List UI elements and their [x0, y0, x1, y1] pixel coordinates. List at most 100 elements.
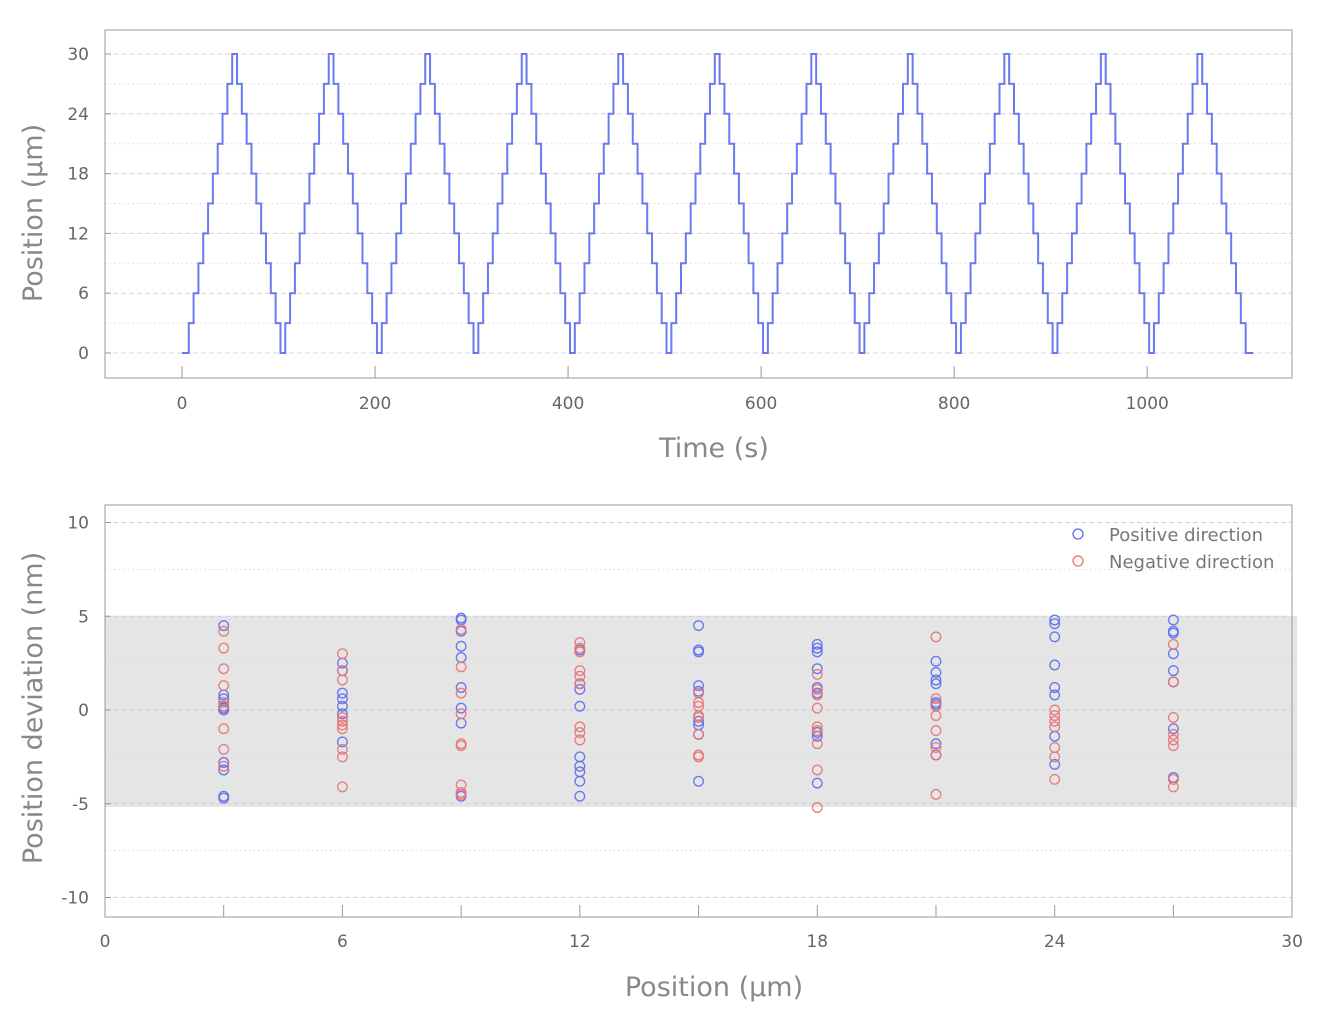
positive-direction-point — [1049, 618, 1061, 630]
negative-direction-point — [930, 693, 942, 705]
positive-direction-point — [693, 775, 705, 787]
positive-direction-point — [218, 764, 230, 776]
y-tick-label: 18 — [67, 165, 89, 185]
negative-direction-point — [1167, 728, 1179, 740]
positive-direction-point — [1049, 659, 1061, 671]
negative-direction-point — [811, 683, 823, 695]
positive-direction-point — [930, 667, 942, 678]
negative-direction-point — [693, 712, 705, 723]
y-tick-label: 10 — [67, 514, 89, 534]
negative-direction-point — [1167, 773, 1179, 785]
positive-direction-point — [693, 646, 705, 658]
negative-direction-point — [1167, 676, 1179, 688]
negative-direction-point — [455, 788, 467, 800]
negative-direction-point — [336, 712, 348, 723]
x-tick-label: 200 — [359, 394, 391, 414]
negative-direction-point — [574, 646, 586, 658]
positive-direction-point — [693, 620, 705, 632]
negative-direction-point — [1167, 712, 1179, 723]
positive-direction-point — [336, 736, 348, 748]
positive-direction-point — [1049, 682, 1061, 693]
time-position-chart: 0 6 12 18 24 30 0 200 400 600 800 1000 Time (s) Pos… — [18, 29, 1293, 464]
negative-direction-point — [218, 723, 230, 735]
plot-frame — [104, 29, 1293, 379]
position-series-line — [182, 52, 1254, 354]
negative-direction-point — [336, 715, 348, 727]
x-tick-label: 400 — [552, 394, 584, 414]
x-axis-label: Position (µm) — [625, 972, 803, 1003]
y-tick-label: -5 — [72, 795, 89, 815]
negative-direction-point — [574, 734, 586, 746]
negative-direction-point — [1049, 773, 1061, 785]
y-tick-label: 30 — [67, 45, 89, 65]
negative-direction-point — [574, 642, 586, 654]
x-tick-label: 24 — [1044, 932, 1066, 952]
legend: Positive direction Negative direction — [1072, 525, 1274, 573]
positive-direction-point — [693, 715, 705, 727]
positive-direction-point — [1167, 665, 1179, 677]
x-tick-label: 18 — [806, 932, 828, 952]
negative-direction-point — [218, 700, 230, 712]
positive-direction-point — [336, 687, 348, 699]
positive-direction-point — [1049, 689, 1061, 701]
negative-direction-point — [930, 788, 942, 800]
positive-direction-point — [218, 704, 230, 716]
positive-direction-point — [218, 757, 230, 768]
positive-direction-point — [574, 775, 586, 787]
negative-direction-point — [811, 725, 823, 737]
positive-direction-point — [811, 638, 823, 650]
negative-direction-point — [1167, 740, 1179, 752]
y-axis-label: Position (µm) — [18, 124, 49, 302]
positive-direction-point — [693, 680, 705, 692]
negative-direction-point — [811, 702, 823, 714]
negative-direction-point — [1049, 715, 1061, 727]
deviation-scatter-chart: 10 5 0 -5 -10 0 6 12 18 24 30 Positive direction N… — [18, 504, 1303, 1003]
positive-direction-point — [1049, 758, 1061, 770]
negative-direction-point — [811, 689, 823, 701]
positive-direction-point — [455, 640, 467, 652]
negative-direction-point — [1167, 734, 1179, 746]
negative-direction-point — [455, 740, 467, 752]
positive-direction-point — [930, 655, 942, 667]
negative-direction-point — [218, 680, 230, 692]
negative-direction-point — [693, 751, 705, 763]
negative-direction-point — [693, 728, 705, 740]
negative-direction-point — [336, 719, 348, 731]
negative-direction-point — [218, 743, 230, 755]
y-tick-label: 0 — [78, 344, 89, 364]
legend-label-positive: Positive direction — [1109, 525, 1263, 546]
negative-direction-point — [336, 723, 348, 735]
positive-direction-point — [811, 663, 823, 675]
negative-direction-point — [455, 708, 467, 720]
positive-direction-point — [930, 738, 942, 750]
negative-direction-point — [455, 687, 467, 699]
negative-direction-point — [336, 674, 348, 686]
positive-direction-point — [1049, 631, 1061, 643]
negative-direction-point — [218, 663, 230, 675]
negative-direction-point — [930, 631, 942, 643]
negative-direction-point — [930, 749, 942, 761]
positive-direction-point — [574, 790, 586, 802]
negative-direction-point — [574, 678, 586, 690]
negative-direction-point — [1049, 721, 1061, 733]
x-tick-label: 0 — [177, 394, 188, 414]
negative-direction-point — [693, 697, 705, 708]
negative-direction-point — [218, 760, 230, 772]
negative-direction-point — [455, 623, 467, 635]
y-tick-label: 5 — [78, 607, 89, 627]
negative-direction-point — [574, 727, 586, 738]
positive-direction-point — [455, 702, 467, 714]
y-tick-label: 6 — [78, 284, 89, 304]
x-axis-label: Time (s) — [658, 433, 769, 464]
negative-direction-point — [811, 764, 823, 776]
positive-direction-point — [455, 682, 467, 693]
negative-direction-point — [930, 742, 942, 753]
positive-direction-point — [574, 683, 586, 695]
negative-direction-point — [336, 751, 348, 763]
y-axis-label: Position deviation (nm) — [18, 552, 49, 864]
positive-direction-point — [574, 700, 586, 712]
x-tick-label: 12 — [569, 932, 591, 952]
positive-direction-point — [336, 700, 348, 712]
y-tick-label: -10 — [61, 889, 89, 909]
